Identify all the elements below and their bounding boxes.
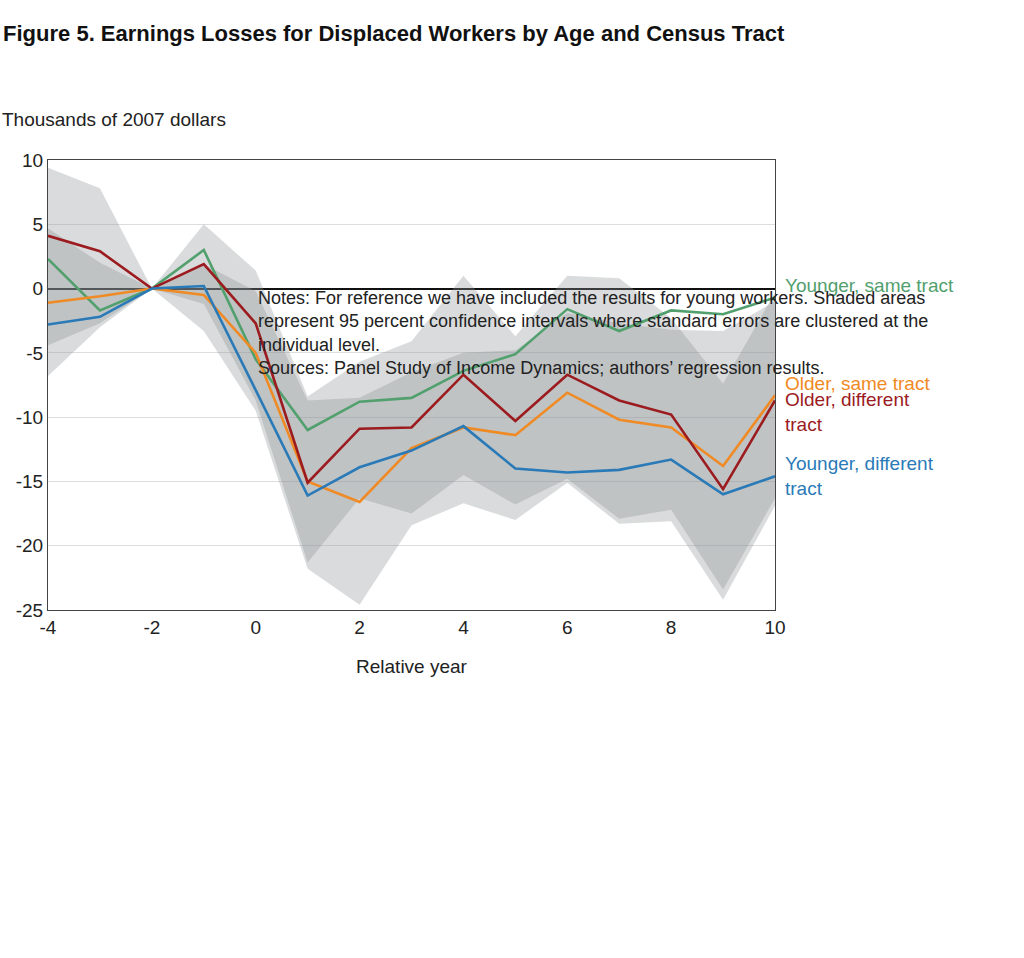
- svg-text:2: 2: [354, 617, 365, 638]
- svg-text:Younger, same tract: Younger, same tract: [785, 275, 954, 296]
- svg-text:6: 6: [562, 617, 573, 638]
- svg-text:Thousands of 2007 dollars: Thousands of 2007 dollars: [2, 109, 226, 130]
- svg-text:Figure 5. Earnings Losses for: Figure 5. Earnings Losses for Displaced …: [3, 21, 785, 46]
- svg-text:Notes: For reference we have i: Notes: For reference we have included th…: [258, 288, 928, 378]
- svg-text:-5: -5: [26, 343, 43, 364]
- svg-text:0: 0: [33, 278, 44, 299]
- svg-text:-10: -10: [16, 407, 43, 428]
- svg-text:4: 4: [458, 617, 469, 638]
- svg-text:8: 8: [666, 617, 677, 638]
- svg-text:5: 5: [33, 214, 44, 235]
- svg-text:-2: -2: [143, 617, 160, 638]
- svg-text:-4: -4: [40, 617, 57, 638]
- svg-text:-15: -15: [16, 471, 43, 492]
- svg-text:0: 0: [250, 617, 261, 638]
- svg-text:Relative year: Relative year: [356, 656, 468, 677]
- svg-text:Younger, differenttract: Younger, differenttract: [785, 453, 934, 499]
- svg-text:10: 10: [764, 617, 785, 638]
- svg-text:-25: -25: [16, 600, 43, 621]
- svg-text:Older, differenttract: Older, differenttract: [785, 389, 910, 435]
- svg-text:10: 10: [22, 150, 43, 171]
- svg-text:Older, same tract: Older, same tract: [785, 373, 930, 394]
- svg-text:-20: -20: [16, 535, 43, 556]
